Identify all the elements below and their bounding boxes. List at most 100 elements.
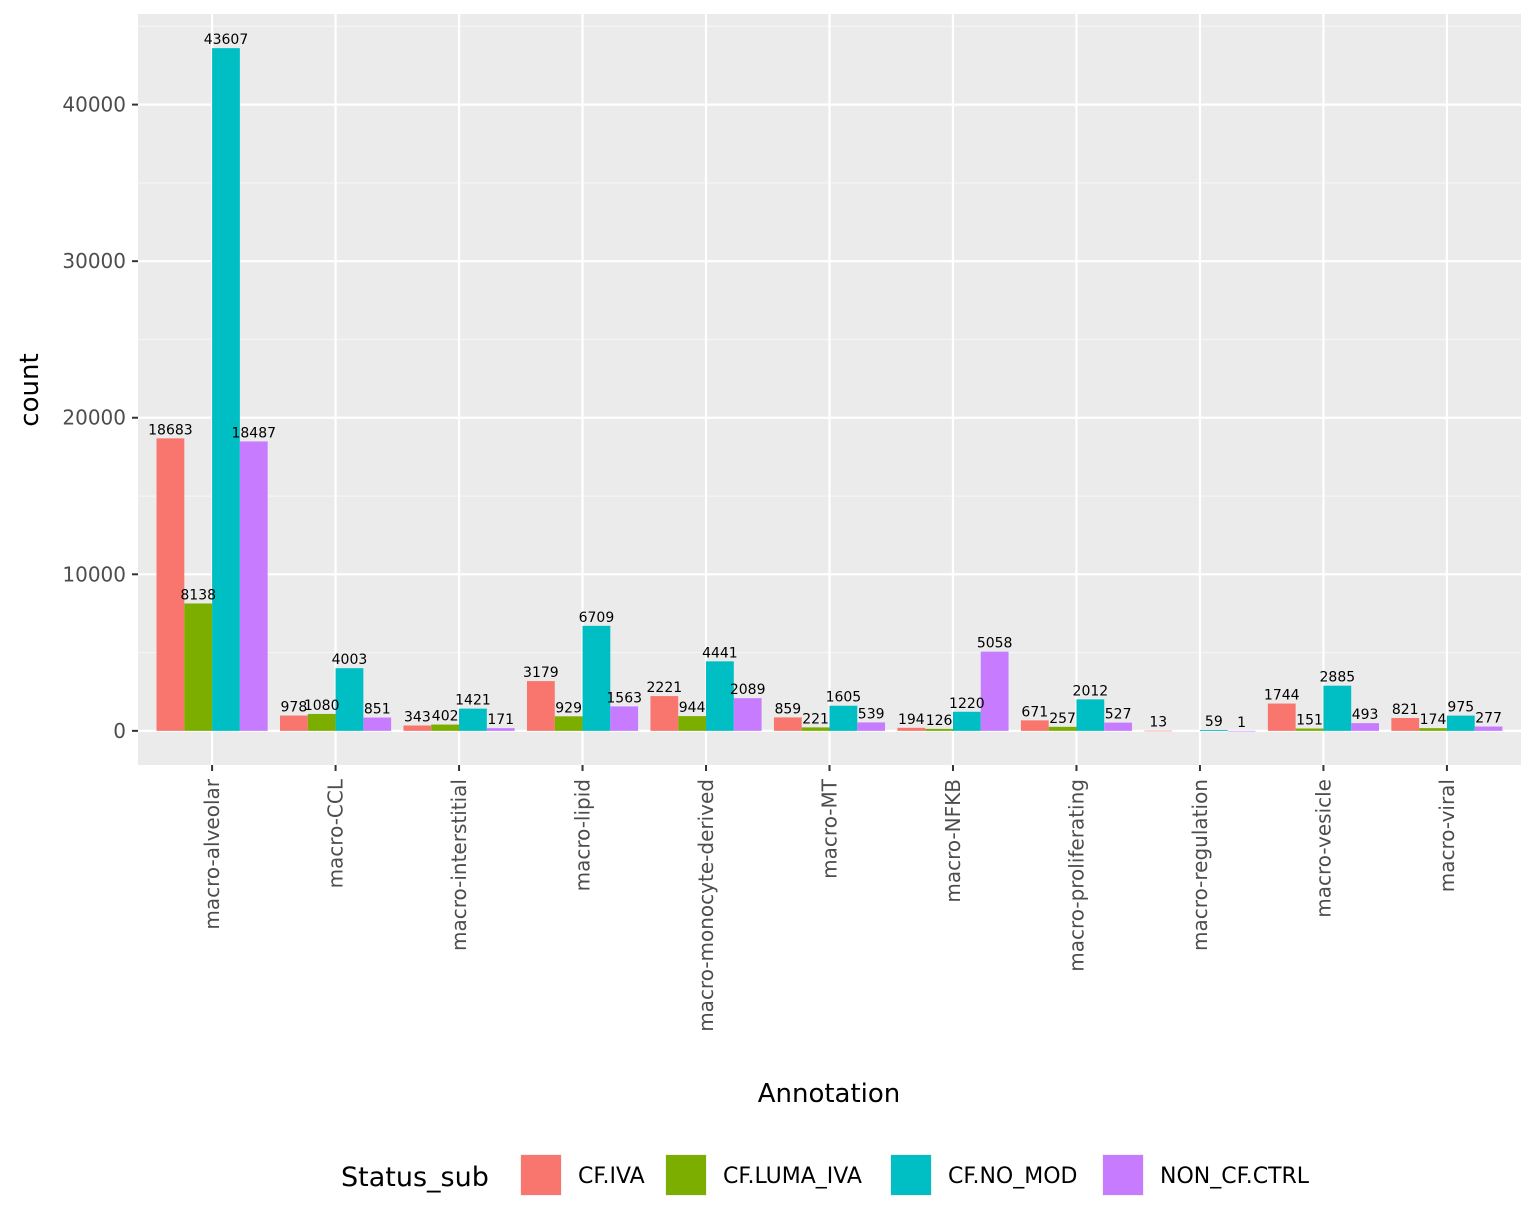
- bar: [650, 696, 679, 731]
- bar: [184, 603, 213, 731]
- legend-title: Status_sub: [341, 1162, 489, 1193]
- x-tick-label: macro-MT: [818, 778, 842, 879]
- bar: [486, 728, 515, 731]
- bar: [431, 724, 460, 731]
- bar: [980, 651, 1009, 731]
- bar: [1323, 685, 1352, 731]
- bar-value-label: 2885: [1320, 670, 1356, 686]
- bar-value-label: 2221: [647, 680, 683, 696]
- bar: [706, 661, 734, 731]
- bar: [1267, 703, 1296, 731]
- bar: [212, 48, 240, 731]
- bar-value-label: 1421: [455, 693, 491, 709]
- bar-value-label: 43607: [204, 32, 249, 48]
- y-tick-label: 10000: [62, 562, 126, 586]
- bar: [239, 441, 268, 731]
- bar-value-label: 5058: [977, 636, 1013, 652]
- bar-value-label: 851: [364, 702, 391, 718]
- bar-value-label: 1220: [949, 696, 985, 712]
- bar-value-label: 821: [1392, 702, 1419, 718]
- bar-value-label: 13: [1149, 715, 1167, 731]
- x-axis-title: Annotation: [758, 1079, 901, 1109]
- bar: [678, 716, 707, 731]
- x-tick-label: macro-monocyte-derived: [694, 779, 718, 1032]
- bar-value-label: 1: [1237, 715, 1246, 731]
- legend-label: NON_CF.CTRL: [1160, 1164, 1310, 1189]
- bar: [773, 717, 802, 731]
- legend-key: [891, 1155, 931, 1195]
- bar-value-label: 1744: [1264, 688, 1300, 704]
- x-tick-label: macro-lipid: [571, 779, 595, 891]
- bar-value-label: 4003: [332, 652, 368, 668]
- bar-value-label: 4441: [702, 645, 738, 661]
- bar-value-label: 257: [1049, 711, 1076, 727]
- bar: [1351, 723, 1379, 731]
- bar-value-label: 3179: [523, 665, 559, 681]
- bar-value-label: 343: [404, 709, 431, 725]
- legend-label: CF.IVA: [578, 1164, 645, 1189]
- bar: [952, 711, 981, 731]
- bar-value-label: 929: [555, 700, 582, 716]
- bar-value-label: 527: [1105, 707, 1132, 723]
- bars: [156, 48, 1503, 732]
- bar: [335, 668, 364, 731]
- legend-key: [666, 1155, 706, 1195]
- bar-value-label: 221: [802, 711, 829, 727]
- bar-value-label: 126: [926, 713, 953, 729]
- bar: [526, 681, 555, 731]
- bar: [1144, 730, 1173, 732]
- bar-value-label: 6709: [579, 610, 615, 626]
- bar: [280, 715, 308, 731]
- y-axis: 0 10000 20000 30000 40000: [62, 93, 138, 743]
- bar-value-label: 975: [1447, 700, 1474, 716]
- bar-value-label: 402: [432, 709, 459, 725]
- bar-value-label: 493: [1352, 707, 1379, 723]
- bar: [582, 625, 611, 731]
- bar: [1295, 728, 1324, 731]
- x-tick-label: macro-viral: [1435, 779, 1459, 892]
- bar: [1446, 715, 1475, 731]
- x-tick-label: macro-NFKB: [941, 779, 965, 903]
- bar: [1391, 718, 1420, 731]
- bar-value-label: 1080: [304, 698, 340, 714]
- bar-value-label: 151: [1296, 712, 1323, 728]
- y-tick-label: 30000: [62, 249, 126, 273]
- bar: [1227, 730, 1256, 732]
- bar: [610, 706, 639, 731]
- bar: [1104, 722, 1133, 731]
- bar: [1020, 720, 1049, 731]
- bar: [829, 705, 858, 731]
- bar-value-label: 944: [679, 700, 706, 716]
- x-tick-label: macro-CCL: [324, 778, 348, 888]
- bar-value-label: 859: [774, 701, 801, 717]
- bar: [459, 708, 487, 731]
- bar-value-label: 671: [1021, 704, 1048, 720]
- bar-value-label: 59: [1205, 714, 1223, 730]
- bar: [307, 713, 336, 731]
- bar-value-label: 539: [858, 706, 885, 722]
- y-axis-title: count: [15, 353, 45, 426]
- bar-value-label: 1563: [606, 690, 642, 706]
- legend-label: CF.LUMA_IVA: [723, 1164, 862, 1189]
- bar: [1048, 726, 1077, 731]
- bar-value-label: 1605: [826, 690, 862, 706]
- bar-value-label: 8138: [180, 587, 216, 603]
- bar: [1474, 726, 1503, 731]
- bar-labels: 18683 978 343 3179 2221 859 194 671 13 1744 821 813…: [148, 32, 1502, 731]
- y-tick-label: 20000: [62, 406, 126, 430]
- legend: Status_sub CF.IVA CF.LUMA_IVA CF.NO_MOD NON…: [341, 1154, 1310, 1196]
- x-tick-label: macro-regulation: [1188, 779, 1212, 951]
- x-tick-label: macro-proliferating: [1064, 779, 1088, 972]
- legend-label: CF.NO_MOD: [948, 1164, 1078, 1189]
- bar: [1199, 729, 1228, 731]
- bar-value-label: 2012: [1073, 683, 1109, 699]
- x-tick-label: macro-interstitial: [447, 779, 471, 951]
- bar-value-label: 277: [1475, 711, 1502, 727]
- bar-value-label: 171: [487, 712, 514, 728]
- bar-value-label: 978: [281, 700, 308, 716]
- legend-key: [521, 1155, 561, 1195]
- bar: [363, 717, 392, 731]
- y-tick-label: 40000: [62, 93, 126, 117]
- bar: [1076, 699, 1105, 731]
